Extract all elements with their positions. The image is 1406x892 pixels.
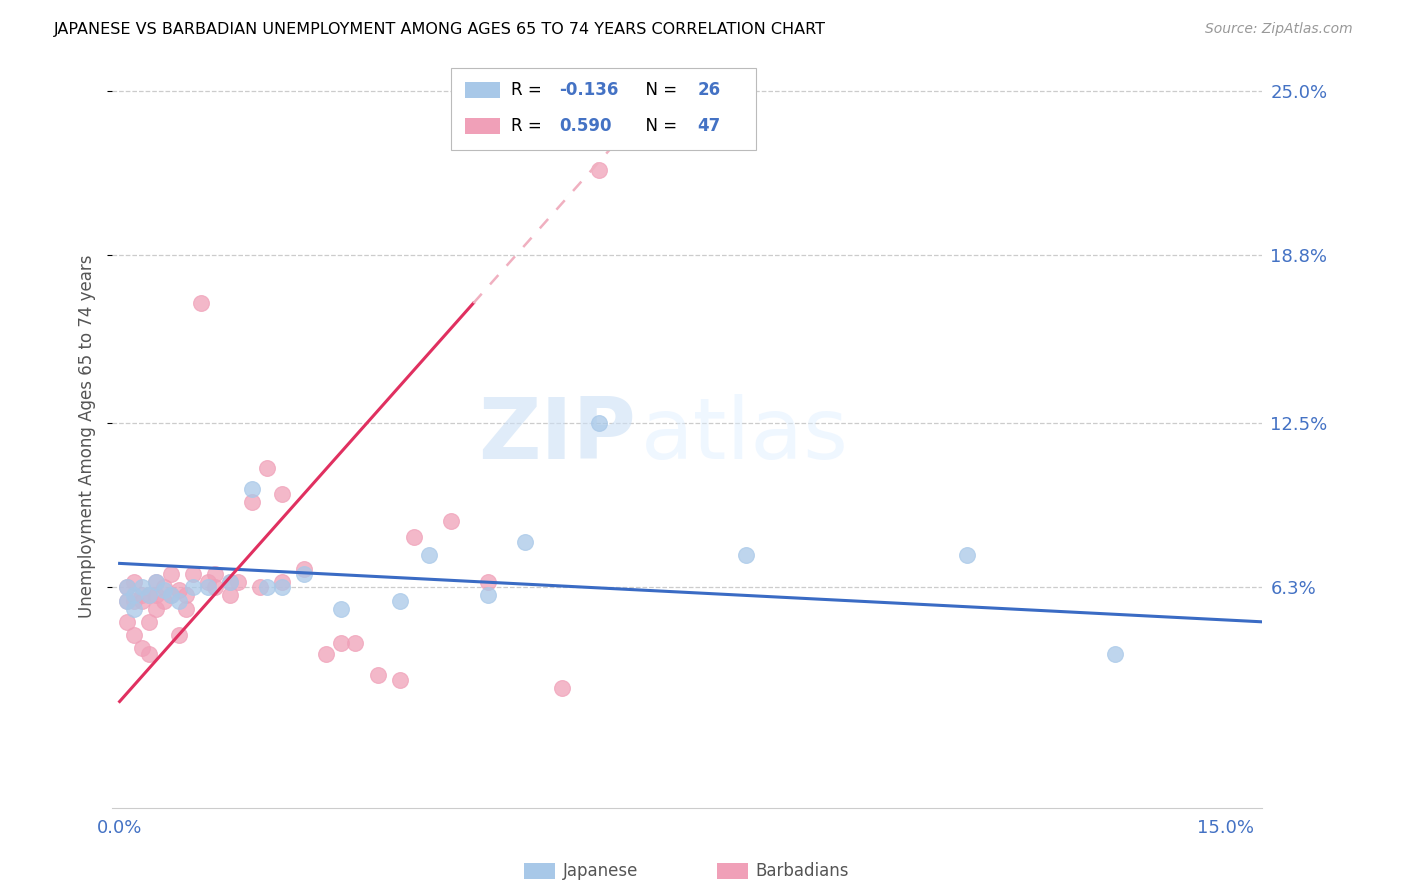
Text: N =: N = xyxy=(636,117,683,135)
Point xyxy=(131,588,153,602)
Point xyxy=(115,593,138,607)
Point xyxy=(404,530,426,544)
Text: 26: 26 xyxy=(697,81,721,99)
Point xyxy=(145,574,167,589)
Point xyxy=(588,163,610,178)
Text: Barbadians: Barbadians xyxy=(755,862,849,880)
Point xyxy=(588,416,610,430)
Point xyxy=(204,580,226,594)
Text: R =: R = xyxy=(512,117,547,135)
Point xyxy=(174,588,197,602)
Point xyxy=(270,580,292,594)
Y-axis label: Unemployment Among Ages 65 to 74 years: Unemployment Among Ages 65 to 74 years xyxy=(79,254,96,617)
Point xyxy=(138,588,160,602)
Point xyxy=(513,535,536,549)
Text: R =: R = xyxy=(512,81,547,99)
Point xyxy=(124,593,146,607)
Point xyxy=(292,567,315,582)
Point xyxy=(388,593,411,607)
FancyBboxPatch shape xyxy=(451,68,756,150)
Point xyxy=(167,628,190,642)
Point xyxy=(131,593,153,607)
Point xyxy=(183,567,205,582)
Point xyxy=(329,636,352,650)
Point xyxy=(477,588,499,602)
Point xyxy=(115,580,138,594)
Point xyxy=(138,615,160,629)
FancyBboxPatch shape xyxy=(465,118,499,134)
Point xyxy=(1104,647,1126,661)
Point xyxy=(256,580,278,594)
Point xyxy=(270,574,292,589)
Point xyxy=(219,588,242,602)
Point xyxy=(240,495,263,509)
Point xyxy=(138,588,160,602)
Point xyxy=(115,615,138,629)
Point xyxy=(138,647,160,661)
Point xyxy=(160,588,183,602)
Point xyxy=(131,641,153,656)
Point xyxy=(153,593,176,607)
Point xyxy=(329,601,352,615)
Point xyxy=(249,580,271,594)
Point xyxy=(124,601,146,615)
Point xyxy=(174,601,197,615)
Point xyxy=(315,647,337,661)
Point xyxy=(167,593,190,607)
Text: Japanese: Japanese xyxy=(562,862,638,880)
Text: -0.136: -0.136 xyxy=(560,81,619,99)
Point xyxy=(219,574,242,589)
Point xyxy=(956,549,979,563)
Point xyxy=(240,482,263,496)
Point xyxy=(153,580,176,594)
Point xyxy=(167,582,190,597)
Text: Source: ZipAtlas.com: Source: ZipAtlas.com xyxy=(1205,22,1353,37)
Point xyxy=(115,580,138,594)
Point xyxy=(160,588,183,602)
Point xyxy=(124,628,146,642)
Point xyxy=(477,574,499,589)
Point xyxy=(226,574,249,589)
Point xyxy=(124,588,146,602)
Point xyxy=(145,588,167,602)
Point xyxy=(735,549,758,563)
Point xyxy=(115,593,138,607)
Point xyxy=(131,580,153,594)
Text: 0.590: 0.590 xyxy=(560,117,612,135)
Text: JAPANESE VS BARBADIAN UNEMPLOYMENT AMONG AGES 65 TO 74 YEARS CORRELATION CHART: JAPANESE VS BARBADIAN UNEMPLOYMENT AMONG… xyxy=(53,22,825,37)
Point xyxy=(256,460,278,475)
Point xyxy=(124,574,146,589)
Point xyxy=(145,574,167,589)
Point xyxy=(344,636,367,650)
Point xyxy=(197,574,219,589)
Point xyxy=(190,296,212,310)
Text: atlas: atlas xyxy=(641,394,849,477)
Point xyxy=(388,673,411,688)
Point xyxy=(145,601,167,615)
Point xyxy=(219,574,242,589)
Point xyxy=(367,668,389,682)
Point xyxy=(440,514,463,528)
Point xyxy=(197,580,219,594)
Point xyxy=(270,487,292,501)
Point xyxy=(204,567,226,582)
Point xyxy=(160,567,183,582)
Point xyxy=(292,562,315,576)
Point xyxy=(183,580,205,594)
Text: 47: 47 xyxy=(697,117,721,135)
Text: N =: N = xyxy=(636,81,683,99)
Point xyxy=(153,582,176,597)
Text: ZIP: ZIP xyxy=(478,394,636,477)
Point xyxy=(551,681,574,696)
Point xyxy=(418,549,440,563)
FancyBboxPatch shape xyxy=(465,82,499,98)
